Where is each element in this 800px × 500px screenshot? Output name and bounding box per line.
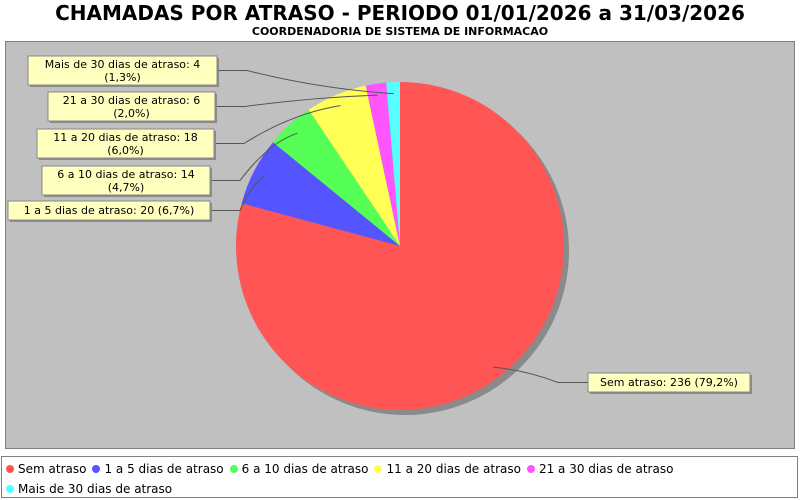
- label-connector-mais-de-30-dias-de-atraso: [217, 70, 394, 95]
- legend-item-1-a-5-dias-de-atraso: 1 a 5 dias de atraso: [92, 459, 224, 479]
- legend-swatch: [92, 465, 101, 473]
- legend-swatch: [526, 465, 535, 473]
- legend-swatch: [229, 465, 238, 473]
- label-connector-1-a-5-dias-de-atraso: [210, 175, 265, 211]
- legend-label: 6 a 10 dias de atraso: [241, 462, 369, 476]
- legend-label: 21 a 30 dias de atraso: [538, 462, 674, 476]
- chart-subtitle: COORDENADORIA DE SISTEMA DE INFORMACAO: [251, 25, 549, 38]
- label-box-21-a-30-dias-de-atraso: [47, 91, 216, 122]
- legend-item-6-a-10-dias-de-atraso: 6 a 10 dias de atraso: [229, 459, 369, 479]
- label-connector-11-a-20-dias-de-atraso: [214, 105, 341, 144]
- pie-slice-sem-atraso: [235, 82, 564, 410]
- pie-slice-21-a-30-dias-de-atraso: [365, 82, 400, 246]
- label-box-1-a-5-dias-de-atraso: [7, 200, 211, 221]
- legend-item-11-a-20-dias-de-atraso: 11 a 20 dias de atraso: [374, 459, 521, 479]
- label-connector-21-a-30-dias-de-atraso: [215, 94, 378, 107]
- label-connector-sem-atraso: [492, 366, 588, 383]
- chart-legend: Sem atraso 1 a 5 dias de atraso 6 a 10 dia…: [1, 456, 798, 498]
- label-box-sem-atraso: [587, 372, 751, 393]
- label-text-11-a-20-dias-de-atraso: 11 a 20 dias de atraso: 18 (6,0%): [53, 131, 197, 157]
- label-box-6-a-10-dias-de-atraso: [41, 165, 211, 196]
- label-text-6-a-10-dias-de-atraso: 6 a 10 dias de atraso: 14 (4,7%): [57, 168, 194, 194]
- legend-label: 11 a 20 dias de atraso: [386, 462, 521, 476]
- label-text-sem-atraso: Sem atraso: 236 (79,2%): [600, 376, 738, 389]
- pie-slice-11-a-20-dias-de-atraso: [308, 85, 400, 246]
- legend-item-21-a-30-dias-de-atraso: 21 a 30 dias de atraso: [526, 459, 674, 479]
- chart-title: CHAMADAS POR ATRASO - PERIODO 01/01/2026…: [55, 1, 745, 25]
- legend-swatch: [6, 465, 14, 473]
- label-box-11-a-20-dias-de-atraso: [36, 128, 215, 159]
- label-text-mais-de-30-dias-de-atraso: Mais de 30 dias de atraso: 4 (1,3%): [45, 58, 201, 84]
- pie-slice-mais-de-30-dias-de-atraso: [386, 81, 400, 246]
- legend-swatch: [6, 485, 14, 493]
- pie-slice-1-a-5-dias-de-atraso: [241, 142, 400, 246]
- legend-item-sem-atraso: Sem atraso: [6, 459, 86, 479]
- pie-slice-6-a-10-dias-de-atraso: [273, 109, 400, 246]
- legend-item-mais-de-30-dias-de-atraso: Mais de 30 dias de atraso: [6, 479, 172, 499]
- label-box-mais-de-30-dias-de-atraso: [27, 55, 218, 86]
- legend-label: 1 a 5 dias de atraso: [104, 462, 224, 476]
- legend-swatch: [374, 465, 383, 473]
- label-connector-6-a-10-dias-de-atraso: [210, 132, 298, 181]
- legend-label: Sem atraso: [18, 462, 87, 476]
- legend-label: Mais de 30 dias de atraso: [18, 482, 173, 496]
- label-text-1-a-5-dias-de-atraso: 1 a 5 dias de atraso: 20 (6,7%): [24, 204, 194, 217]
- label-text-21-a-30-dias-de-atraso: 21 a 30 dias de atraso: 6 (2,0%): [63, 94, 200, 120]
